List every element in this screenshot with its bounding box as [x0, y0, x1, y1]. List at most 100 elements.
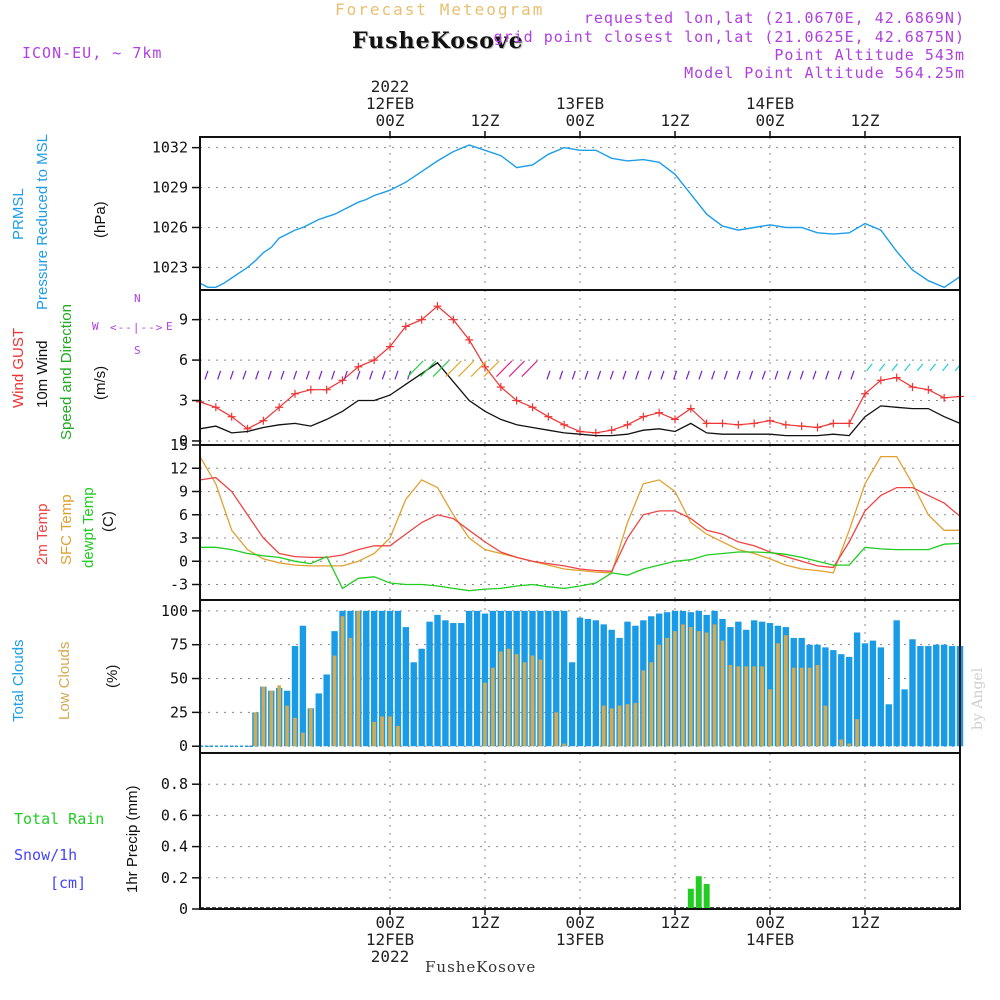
low-clouds-bar [665, 637, 669, 747]
model-label: ICON-EU, ~ 7km [22, 44, 163, 62]
total-clouds-bar [315, 693, 322, 747]
wind-arrow [787, 370, 792, 380]
low-clouds-bar [554, 712, 559, 747]
total-clouds-bar [861, 643, 869, 747]
total-clouds-bar [291, 646, 299, 747]
low-clouds-bar [760, 666, 764, 747]
low-clouds-bar [530, 655, 535, 747]
low-clouds-bar [562, 743, 566, 747]
wind-arrow [458, 360, 475, 377]
bottom-time-label: 12FEB [366, 930, 414, 949]
total-clouds-bar [426, 621, 433, 747]
total-clouds-bar [402, 627, 410, 747]
wind-arrow [267, 370, 272, 380]
sfc-temp-line [199, 455, 960, 574]
low-clouds-bar [633, 702, 638, 747]
total-clouds-bar [299, 625, 307, 747]
y-tick-label: 1032 [152, 139, 188, 157]
low-clouds-bar [807, 667, 812, 747]
low-clouds-bar [744, 666, 749, 747]
wind-arrow [483, 360, 500, 377]
total-clouds-bar [838, 654, 845, 747]
wind-compass: N S W E <--|--> [92, 292, 178, 358]
low-clouds-bar [269, 690, 274, 747]
wind-arrow [711, 370, 716, 380]
wind-arrow [217, 370, 222, 380]
panel-frame [199, 752, 961, 910]
total-clouds-bar [410, 662, 417, 747]
low-clouds-bar [720, 640, 725, 747]
rain-bar [687, 888, 694, 909]
wind-arrow [508, 360, 526, 377]
total-clouds-bar [933, 644, 940, 747]
low-clouds-bar [625, 704, 630, 747]
low-clouds-bar [704, 632, 709, 747]
wind-arrow [496, 360, 513, 377]
total-clouds-bar [458, 623, 465, 747]
low-clouds-bar [372, 721, 376, 747]
y-tick-label: 1026 [152, 218, 188, 236]
total-clouds-bar [370, 610, 378, 747]
wind-arrow [698, 370, 703, 380]
y-tick-label: 0 [179, 900, 188, 918]
low-clouds-bar [261, 686, 266, 747]
wind-arrow [229, 370, 234, 380]
y-tick-label: 9 [179, 483, 188, 501]
y-tick-label: 100 [161, 602, 188, 620]
wind-arrow [597, 370, 602, 380]
wind-arrow [381, 370, 386, 380]
total-clouds-bar [948, 646, 956, 747]
total-clouds-bar [378, 610, 386, 747]
wind-arrow [521, 360, 538, 377]
wind-arrow [546, 370, 551, 380]
top-time-label: 12Z [851, 111, 880, 130]
top-time-label: 14FEB [746, 94, 794, 113]
wind10-line [199, 361, 961, 437]
wind-arrow [255, 370, 260, 380]
low-clouds-bar [712, 624, 717, 747]
total-clouds-bar [553, 610, 560, 747]
low-clouds-bar [380, 716, 384, 747]
wind-arrow [942, 363, 949, 372]
compass-west: W [92, 320, 99, 333]
top-time-label: 2022 [371, 77, 410, 96]
y-tick-label: 6 [179, 506, 188, 524]
total-clouds-bar [901, 689, 908, 747]
low-clouds-bar [253, 712, 258, 747]
y-tick-label: 3 [179, 529, 188, 547]
low-clouds-bar [799, 667, 804, 747]
low-clouds-bar [332, 655, 337, 747]
y-tick-label: 0 [179, 737, 188, 755]
wind-arrow [559, 370, 564, 380]
top-time-label: 00Z [376, 111, 405, 130]
total-clouds-bar [576, 617, 584, 747]
wind-arrow [904, 363, 911, 372]
total-clouds-bar [909, 639, 916, 747]
total-clouds-bar [940, 644, 948, 747]
low-clouds-bar [301, 732, 305, 747]
model-altitude: Model Point Altitude 564.25m [684, 64, 965, 82]
low-clouds-bar [776, 643, 780, 747]
bottom-time-label: 00Z [756, 913, 785, 932]
wind-arrow [470, 360, 488, 377]
total-clouds-bar [853, 632, 861, 747]
total-clouds-bar [845, 656, 853, 747]
snow-label: Snow/1h [14, 846, 78, 864]
wind-arrow [242, 370, 247, 380]
low-clouds-bar [736, 666, 741, 747]
wind-arrow [584, 370, 589, 380]
total-clouds-bar [442, 620, 449, 747]
wind-arrow [929, 363, 936, 372]
wind-arrow [761, 370, 766, 380]
y-tick-label: 0 [179, 432, 188, 450]
low-clouds-bar [696, 631, 701, 747]
wind-arrow [749, 370, 754, 380]
total-clouds-bar [766, 623, 774, 747]
total-clouds-bar [616, 637, 623, 747]
panel-frame [199, 289, 961, 446]
bottom-time-label: 14FEB [746, 930, 794, 949]
wind-arrow [673, 370, 678, 380]
low-clouds-bar [506, 648, 511, 747]
y-tick-label: 12 [170, 459, 188, 477]
